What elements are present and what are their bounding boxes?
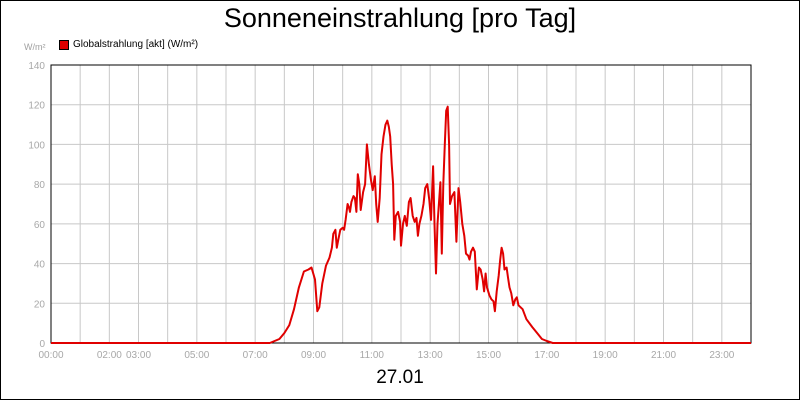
x-tick-label: 05:00 [184,350,209,361]
y-tick-label: 0 [39,339,45,350]
y-tick-label: 40 [34,260,46,271]
chart-title: Sonneneinstrahlung [pro Tag] [223,3,577,33]
x-tick-label: 00:00 [38,350,63,361]
legend: Globalstrahlung [akt] (W/m²) [59,39,198,50]
series-line-globalstrahlung [51,105,751,344]
date-caption: 27.01 [376,367,424,388]
x-tick-label: 09:00 [301,350,326,361]
y-tick-label: 20 [34,299,46,310]
x-tick-label: 03:00 [126,350,151,361]
y-tick-label: 120 [28,101,45,112]
y-axis-unit-label: W/m² [24,42,46,52]
y-tick-label: 80 [34,180,46,191]
legend-swatch-icon [59,39,69,50]
y-tick-label: 140 [28,61,45,72]
x-tick-label: 17:00 [534,350,559,361]
x-tick-label: 23:00 [709,350,734,361]
x-tick-label: 19:00 [593,350,618,361]
x-tick-label: 11:00 [360,350,385,361]
x-tick-label: 15:00 [476,350,501,361]
y-tick-label: 100 [28,140,45,151]
y-tick-label: 60 [34,220,46,231]
x-tick-label: 13:00 [418,350,443,361]
x-tick-label: 07:00 [243,350,268,361]
x-tick-label: 02:00 [97,350,122,361]
legend-label: Globalstrahlung [akt] (W/m²) [73,39,199,50]
plot-border [50,64,752,344]
x-tick-label: 21:00 [651,350,676,361]
